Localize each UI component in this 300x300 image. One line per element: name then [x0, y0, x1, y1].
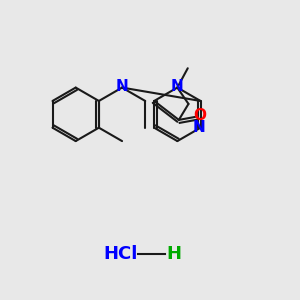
Text: N: N: [171, 79, 184, 94]
Text: HCl: HCl: [103, 245, 137, 263]
Text: N: N: [116, 79, 128, 94]
Text: N: N: [193, 120, 206, 135]
Text: O: O: [193, 108, 206, 123]
Text: H: H: [166, 245, 181, 263]
